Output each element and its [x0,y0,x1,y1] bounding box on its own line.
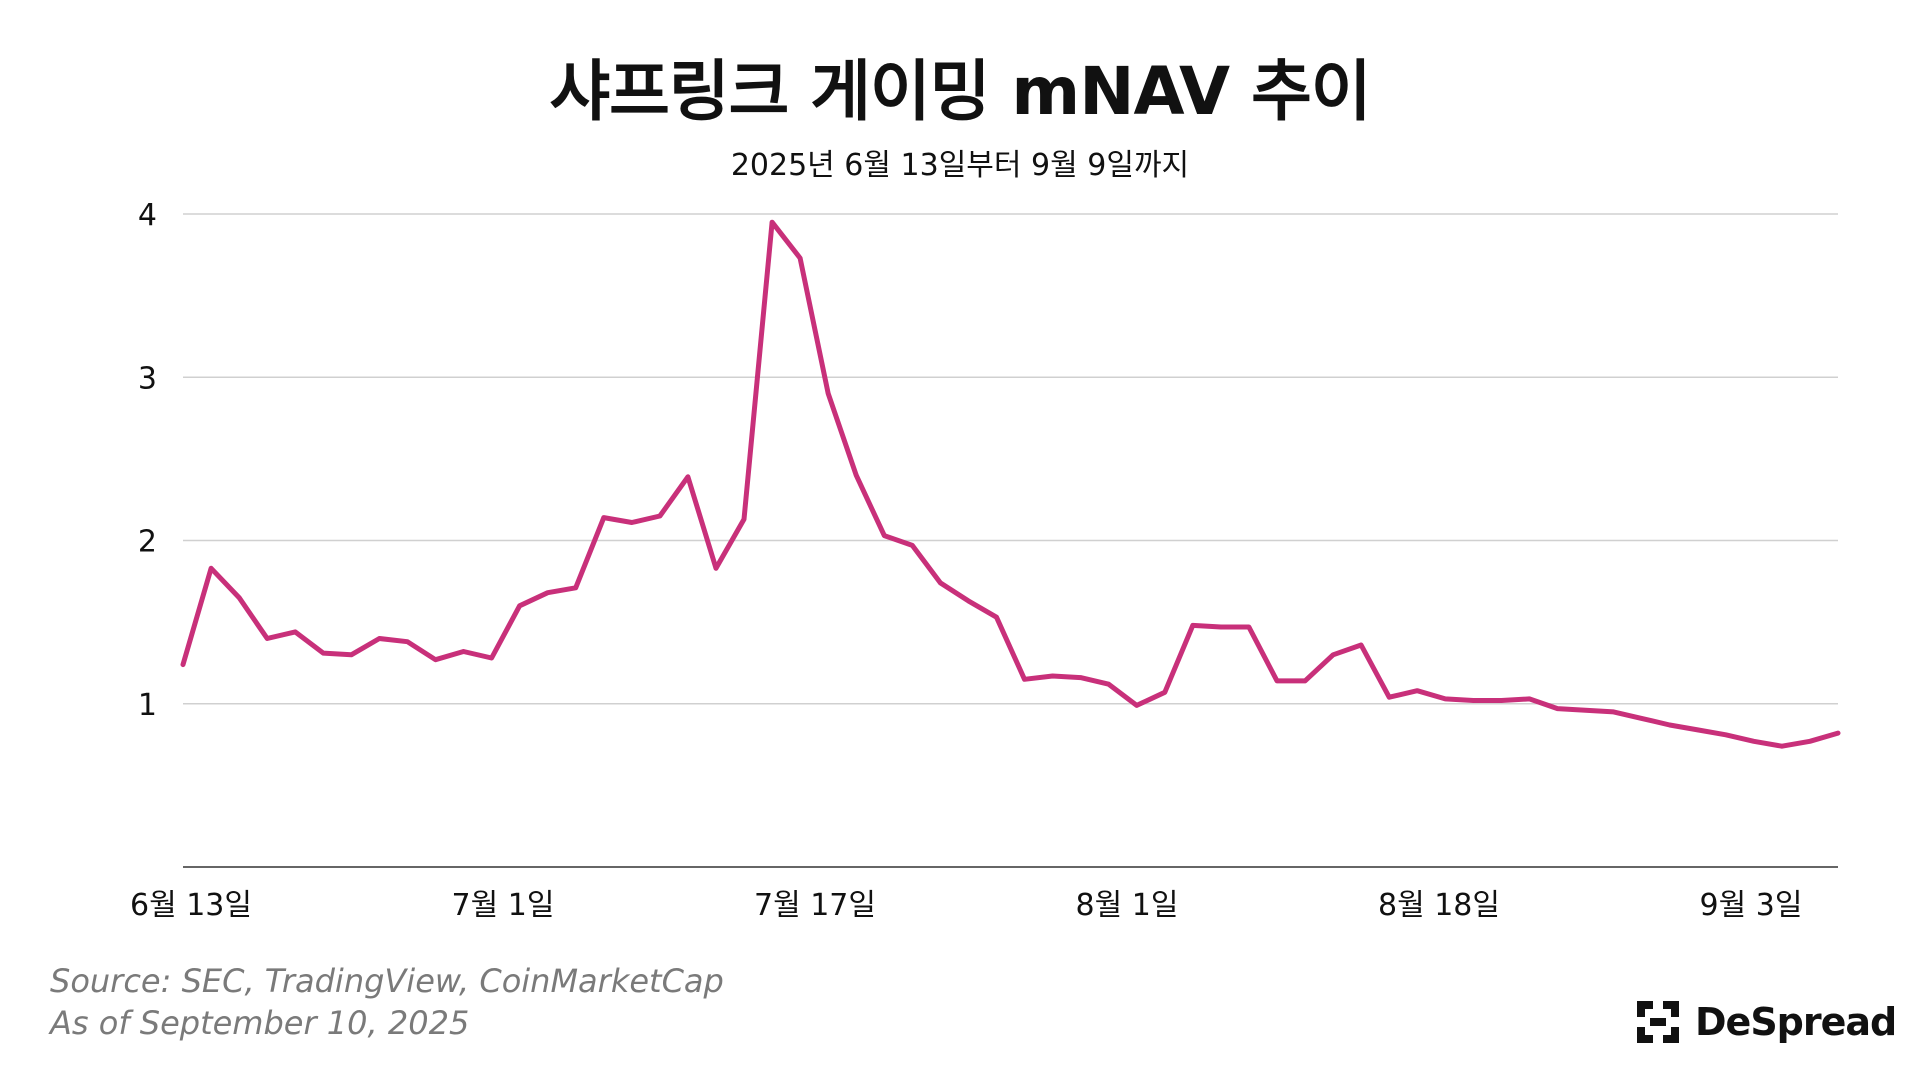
data-point [264,636,270,641]
data-point [1218,624,1224,630]
data-point [966,598,971,604]
data-point [573,585,578,591]
data-point [517,603,522,608]
data-point [1246,624,1252,630]
data-point [1527,696,1532,702]
y-tick-label: 3 [138,361,157,396]
data-point [1611,709,1616,715]
data-point [910,543,915,548]
data-point [1358,642,1364,648]
data-point [657,513,663,519]
x-tick-label: 9월 3일 [1700,888,1803,923]
data-point [405,639,410,644]
chart-title: 샤프링크 게이밍 mNAV 추이 [549,53,1371,130]
data-point [1415,688,1420,693]
data-point [994,615,999,620]
brand-logo: DeSpread [1635,996,1897,1048]
source-note: Source: SEC, TradingView, CoinMarketCap … [50,960,724,1044]
data-point [236,595,242,600]
x-tick-label: 7월 1일 [452,888,555,923]
data-point [208,566,214,571]
brand-name: DeSpread [1695,1000,1897,1044]
data-point [1022,677,1027,682]
data-point [1499,698,1504,703]
data-point [629,520,635,525]
data-point [685,474,691,480]
x-tick-label: 7월 17일 [754,888,876,923]
x-tick-label: 6월 13일 [130,888,252,923]
data-point [1723,732,1728,737]
data-point [1050,673,1055,679]
data-point [1583,708,1588,713]
data-point [1330,652,1336,657]
data-point [1555,706,1560,711]
x-tick-label: 8월 18일 [1378,888,1500,923]
data-point [1667,722,1672,728]
data-point [1639,716,1644,721]
data-point [882,533,887,538]
data-point [1443,696,1448,702]
data-point [1302,678,1308,684]
data-point [1386,695,1392,700]
data-point [433,657,438,662]
data-point [321,650,326,656]
as-of-date: As of September 10, 2025 [50,1004,470,1042]
data-point [1835,730,1841,736]
data-point [1078,675,1083,680]
chart-subtitle: 2025년 6월 13일부터 9월 9일까지 [730,148,1190,183]
data-point [601,515,606,520]
data-point [1190,623,1196,628]
data-point [1695,727,1700,733]
mnav-series-line [180,219,1841,749]
data-point [293,629,298,635]
data-point [938,580,943,586]
x-tick-label: 8월 1일 [1076,888,1179,923]
source-line: Source: SEC, TradingView, CoinMarketCap [50,962,724,1000]
data-point [1471,698,1476,703]
data-point [489,655,494,661]
y-tick-label: 2 [138,525,157,560]
data-point [825,391,831,396]
gridlines [183,213,1838,868]
data-point [377,636,382,641]
x-axis-labels: 6월 13일 7월 1일 7월 17일 8월 1일 8월 18일 9월 3일 [130,888,1802,923]
data-point [1134,703,1139,708]
data-point [769,219,775,225]
data-point [797,255,803,261]
data-point [349,652,354,657]
data-point [545,590,550,595]
data-point [713,566,719,571]
y-tick-label: 1 [138,688,157,723]
data-point [180,662,186,667]
data-point [741,517,747,522]
data-point [1807,739,1813,744]
despread-logo-icon [1637,1001,1679,1043]
data-point [1779,743,1785,749]
y-axis-labels: 1 2 3 4 [138,198,157,723]
data-point [1106,681,1111,687]
data-point [1274,678,1280,684]
y-tick-label: 4 [138,198,157,233]
data-point [854,473,859,478]
data-point [1751,739,1757,744]
data-point [461,649,466,654]
data-point [1162,690,1167,695]
series-layer [180,219,1841,749]
